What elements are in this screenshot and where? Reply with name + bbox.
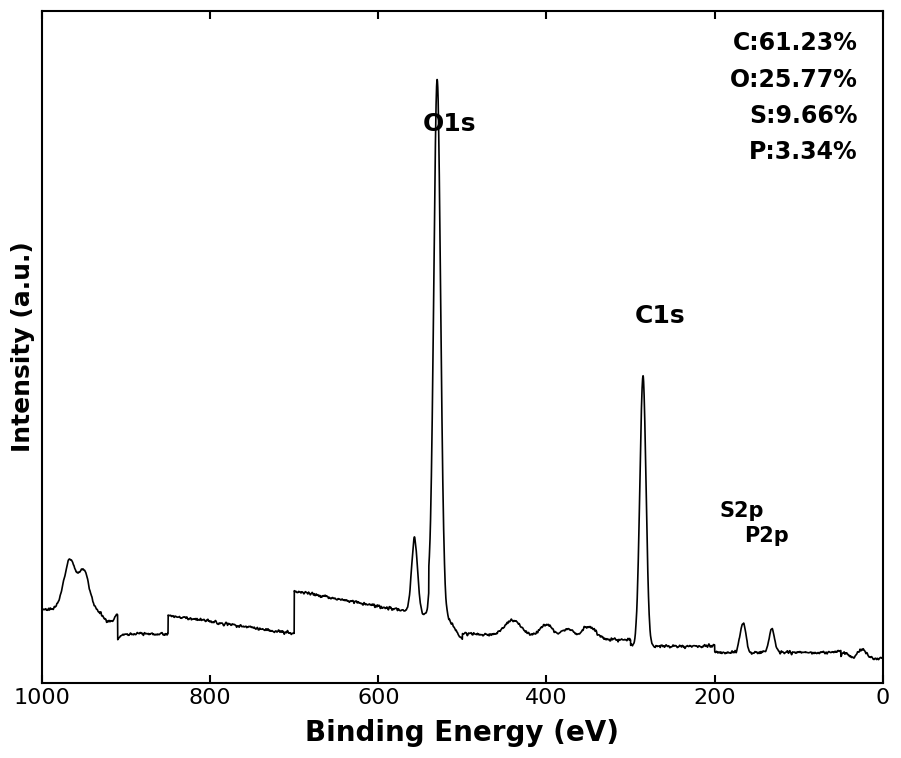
Y-axis label: Intensity (a.u.): Intensity (a.u.) [11, 242, 35, 453]
Text: S2p: S2p [719, 501, 764, 522]
Text: P2p: P2p [744, 526, 789, 546]
X-axis label: Binding Energy (eV): Binding Energy (eV) [305, 719, 619, 747]
Text: O1s: O1s [423, 111, 477, 136]
Text: C1s: C1s [634, 305, 686, 328]
Text: C:61.23%
O:25.77%
S:9.66%
P:3.34%: C:61.23% O:25.77% S:9.66% P:3.34% [730, 31, 858, 164]
